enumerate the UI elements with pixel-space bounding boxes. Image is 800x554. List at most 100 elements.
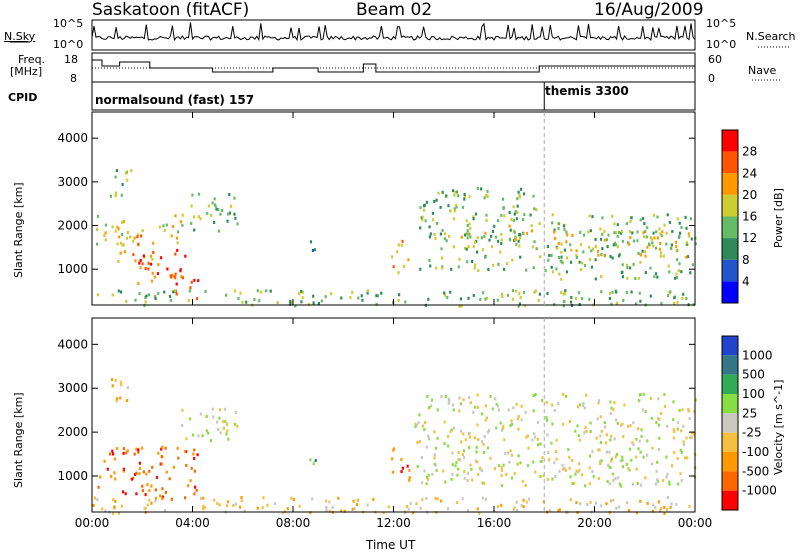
data-cell-velocity xyxy=(686,456,689,460)
data-cell-velocity xyxy=(112,498,115,501)
data-cell-power xyxy=(534,289,537,293)
data-cell-velocity xyxy=(651,462,654,466)
data-cell-power xyxy=(130,169,133,173)
data-cell-power xyxy=(421,218,424,222)
data-cell-power xyxy=(578,291,581,295)
data-cell-velocity xyxy=(660,507,663,511)
velocity-ytick-label: 1000 xyxy=(57,469,88,483)
data-cell-velocity xyxy=(101,507,104,511)
data-cell-velocity xyxy=(501,428,504,432)
data-cell-power xyxy=(152,251,155,254)
data-cell-velocity xyxy=(141,484,144,488)
data-cell-power xyxy=(225,293,228,297)
data-cell-velocity xyxy=(463,476,466,480)
data-cell-velocity xyxy=(588,482,591,486)
data-cell-velocity xyxy=(112,452,115,456)
data-cell-velocity xyxy=(222,420,225,423)
data-cell-power xyxy=(566,233,569,237)
data-cell-velocity xyxy=(430,404,433,408)
data-cell-velocity xyxy=(545,401,548,405)
data-cell-velocity xyxy=(680,479,683,483)
data-cell-velocity xyxy=(642,392,645,396)
data-cell-velocity xyxy=(161,497,164,501)
data-cell-power xyxy=(123,250,126,254)
data-cell-velocity xyxy=(524,484,527,487)
data-cell-velocity xyxy=(597,401,600,405)
data-cell-power xyxy=(675,258,679,262)
data-cell-velocity xyxy=(408,468,411,472)
data-cell-velocity xyxy=(493,467,497,471)
data-cell-velocity xyxy=(637,427,640,431)
data-cell-power xyxy=(447,204,450,208)
data-cell-power xyxy=(173,275,176,279)
data-cell-power xyxy=(425,200,429,204)
data-cell-power xyxy=(519,255,522,259)
data-cell-velocity xyxy=(576,511,579,515)
data-cell-velocity xyxy=(558,469,561,473)
data-cell-power xyxy=(557,242,560,245)
data-cell-power xyxy=(665,242,668,246)
data-cell-velocity xyxy=(131,476,135,480)
data-cell-velocity xyxy=(391,457,394,461)
data-cell-velocity xyxy=(184,496,187,500)
data-cell-power xyxy=(445,194,448,198)
data-cell-power xyxy=(626,276,629,280)
data-cell-power xyxy=(109,194,112,198)
data-cell-power xyxy=(677,269,680,273)
data-cell-power xyxy=(174,214,177,218)
data-cell-power xyxy=(152,241,155,245)
data-cell-power xyxy=(660,251,663,255)
data-cell-power xyxy=(649,266,652,270)
data-cell-velocity xyxy=(573,481,576,485)
data-cell-velocity xyxy=(690,435,693,439)
data-cell-velocity xyxy=(610,406,613,410)
data-cell-velocity xyxy=(688,436,692,440)
freq-tick-top: 18 xyxy=(64,53,78,66)
data-cell-velocity xyxy=(148,489,151,493)
freq-label-1: Freq. xyxy=(18,53,46,66)
data-cell-power xyxy=(468,232,471,236)
data-cell-power xyxy=(630,216,633,220)
data-cell-velocity xyxy=(468,431,471,435)
data-cell-velocity xyxy=(426,394,429,398)
data-cell-velocity xyxy=(616,421,619,425)
data-cell-power xyxy=(159,256,163,260)
data-cell-velocity xyxy=(421,498,424,502)
data-cell-velocity xyxy=(188,417,192,421)
data-cell-power xyxy=(485,213,488,217)
data-cell-velocity xyxy=(194,485,197,489)
data-cell-power xyxy=(301,296,304,300)
data-cell-power xyxy=(488,238,491,242)
data-cell-velocity xyxy=(225,432,228,436)
data-cell-velocity xyxy=(425,497,428,500)
data-cell-power xyxy=(517,239,520,243)
data-cell-power xyxy=(300,289,303,293)
data-cell-velocity xyxy=(477,438,480,441)
power-colorbar-segment xyxy=(722,151,738,174)
power-colorbar-segment xyxy=(722,130,738,152)
data-cell-velocity xyxy=(534,470,537,474)
data-cell-power xyxy=(580,268,583,272)
power-colorbar-segment xyxy=(722,194,738,217)
data-cell-velocity xyxy=(636,482,639,485)
data-cell-velocity xyxy=(486,446,489,450)
data-cell-velocity xyxy=(161,445,164,449)
data-cell-velocity xyxy=(568,420,571,424)
data-cell-power xyxy=(466,260,469,264)
data-cell-velocity xyxy=(418,413,421,417)
data-cell-power xyxy=(151,271,154,275)
data-cell-velocity xyxy=(337,496,340,500)
data-cell-power xyxy=(631,231,634,235)
data-cell-velocity xyxy=(655,469,658,473)
data-cell-power xyxy=(518,233,521,237)
data-cell-velocity xyxy=(568,455,571,459)
data-cell-velocity xyxy=(533,432,536,436)
data-cell-velocity xyxy=(406,505,409,508)
data-cell-velocity xyxy=(639,499,642,503)
data-cell-power xyxy=(452,189,455,193)
data-cell-power xyxy=(312,301,315,305)
data-cell-velocity xyxy=(192,452,195,456)
data-cell-velocity xyxy=(496,404,500,408)
data-cell-power xyxy=(149,254,152,258)
data-cell-velocity xyxy=(142,470,145,474)
